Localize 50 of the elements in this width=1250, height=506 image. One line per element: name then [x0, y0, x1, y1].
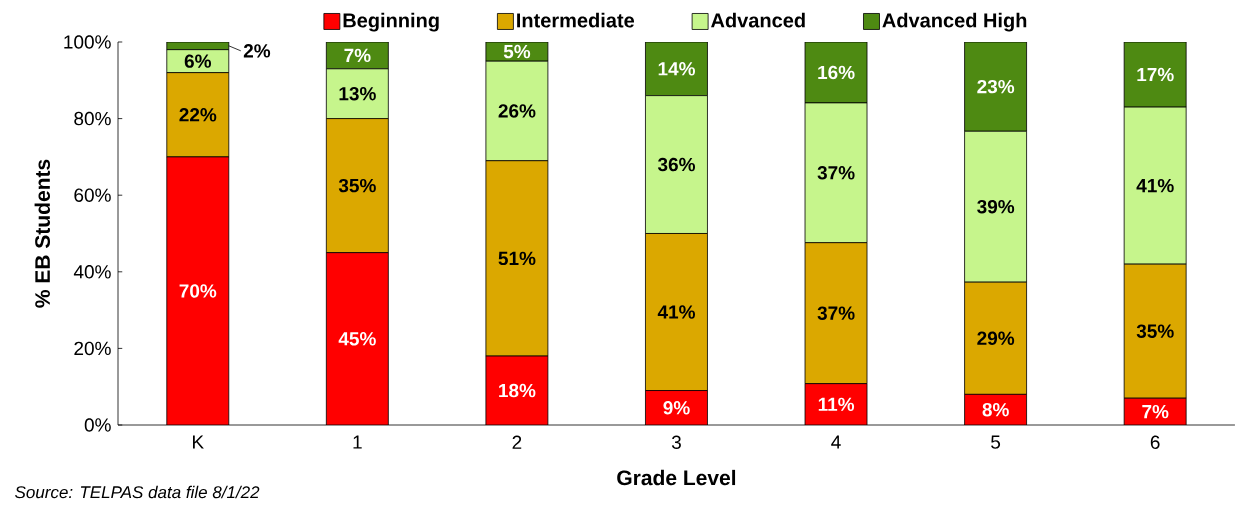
data-label: 8% — [982, 402, 1009, 417]
data-label: 6% — [184, 54, 212, 68]
data-label: 35% — [1136, 324, 1174, 338]
bar — [166, 156, 229, 425]
y-tick-label: 0% — [84, 418, 111, 432]
data-label: 26% — [498, 104, 536, 118]
y-tick-label: 60% — [74, 188, 111, 202]
legend-label: Beginning — [343, 12, 439, 32]
x-axis-title: Grade Level — [617, 469, 736, 486]
data-label: 22% — [179, 108, 217, 122]
y-axis-title: % EB Students — [34, 159, 51, 308]
y-tick-label: 40% — [73, 265, 111, 279]
data-label: 37% — [817, 166, 855, 180]
x-tick-label: 2 — [512, 435, 522, 449]
data-label: 11% — [818, 397, 855, 412]
data-label: 17% — [1137, 67, 1174, 82]
legend-label: Intermediate — [517, 12, 635, 28]
data-label: 9% — [663, 401, 690, 415]
y-tick-label: 20% — [74, 341, 111, 356]
x-tick-label: 1 — [353, 435, 362, 449]
data-label: 18% — [499, 383, 536, 398]
data-label: 29% — [977, 331, 1015, 345]
data-label: 16% — [818, 65, 855, 80]
data-label: 5% — [503, 44, 531, 59]
x-tick-label: 3 — [671, 435, 681, 449]
data-label: 23% — [977, 79, 1015, 94]
legend-label: Advanced High — [882, 12, 1027, 32]
data-label: 7% — [1142, 404, 1169, 419]
x-tick-label: 4 — [831, 435, 841, 449]
x-tick-label: 5 — [991, 435, 1001, 449]
data-label: 45% — [338, 332, 376, 346]
bar — [326, 252, 389, 425]
legend-label: Advanced — [711, 12, 805, 28]
data-label: 35% — [338, 178, 376, 193]
source-note: Source: TELPAS data file 8/1/22 — [15, 485, 260, 499]
data-label: 7% — [344, 48, 371, 63]
data-label: 37% — [817, 306, 855, 320]
x-tick-label: 6 — [1150, 435, 1160, 449]
y-tick-label: 80% — [74, 111, 111, 126]
data-label: 14% — [658, 62, 696, 76]
y-tick-label: 100% — [64, 35, 111, 49]
data-label: 13% — [339, 86, 376, 101]
data-label: 41% — [1136, 178, 1174, 193]
data-label: 41% — [657, 305, 696, 319]
data-label: 51% — [498, 251, 536, 266]
data-label: 2% — [243, 44, 271, 58]
data-label: 70% — [179, 284, 217, 298]
x-tick-label: K — [193, 435, 204, 449]
data-label: 39% — [977, 199, 1015, 214]
data-label: 36% — [657, 157, 696, 172]
